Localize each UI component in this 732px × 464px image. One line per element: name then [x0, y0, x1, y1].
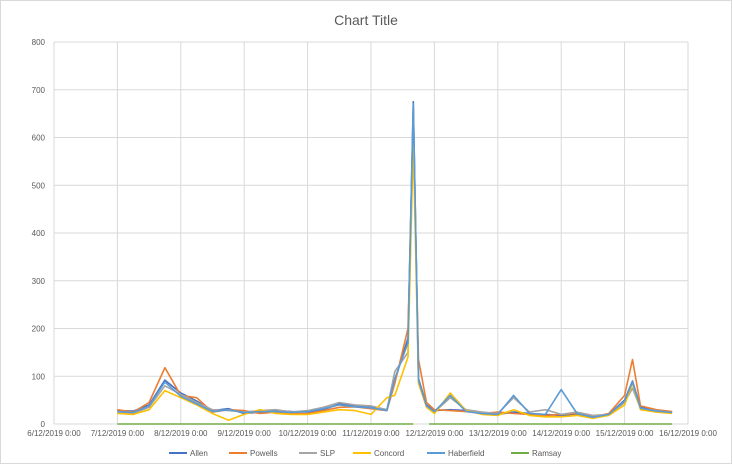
x-tick-label: 6/12/2019 0:00 [27, 429, 81, 438]
y-tick-label: 600 [32, 134, 46, 143]
y-tick-label: 200 [32, 325, 46, 334]
x-axis-tick-labels: 6/12/2019 0:00 7/12/2019 0:00 8/12/2019 0:… [27, 429, 717, 438]
x-tick-label: 14/12/2019 0:00 [532, 429, 590, 438]
series-line [117, 103, 673, 419]
legend-label: Ramsay [532, 449, 561, 458]
x-tick-label: 13/12/2019 0:00 [469, 429, 527, 438]
series-line [117, 100, 673, 418]
x-tick-label: 11/12/2019 0:00 [342, 429, 400, 438]
y-tick-label: 800 [32, 38, 46, 47]
legend-label: Concord [374, 449, 404, 458]
chart-title: Chart Title [334, 12, 398, 28]
y-axis-tick-labels: 0 100 200 300 400 500 600 700 800 [32, 38, 46, 429]
y-tick-label: 300 [32, 277, 46, 286]
x-tick-label: 8/12/2019 0:00 [154, 429, 208, 438]
series-lines [117, 100, 673, 425]
series-slp [117, 108, 673, 417]
x-tick-label: 7/12/2019 0:00 [91, 429, 145, 438]
x-tick-label: 12/12/2019 0:00 [405, 429, 463, 438]
y-tick-label: 100 [32, 372, 46, 381]
y-tick-label: 700 [32, 86, 46, 95]
series-allen [117, 100, 673, 418]
x-tick-label: 9/12/2019 0:00 [218, 429, 272, 438]
y-tick-label: 400 [32, 229, 46, 238]
x-tick-label: 10/12/2019 0:00 [279, 429, 337, 438]
legend-label: SLP [320, 449, 335, 458]
legend-label: Allen [190, 449, 208, 458]
series-haberfield [117, 103, 673, 419]
y-tick-label: 0 [41, 420, 46, 429]
gridlines [53, 41, 689, 425]
x-tick-label: 15/12/2019 0:00 [596, 429, 654, 438]
legend: Allen Powells SLP Concord Haberfield Ramsay [169, 449, 561, 458]
x-tick-label: 16/12/2019 0:00 [659, 429, 717, 438]
series-line [117, 108, 673, 417]
legend-label: Haberfield [448, 449, 484, 458]
y-tick-label: 500 [32, 181, 46, 190]
legend-label: Powells [250, 449, 278, 458]
